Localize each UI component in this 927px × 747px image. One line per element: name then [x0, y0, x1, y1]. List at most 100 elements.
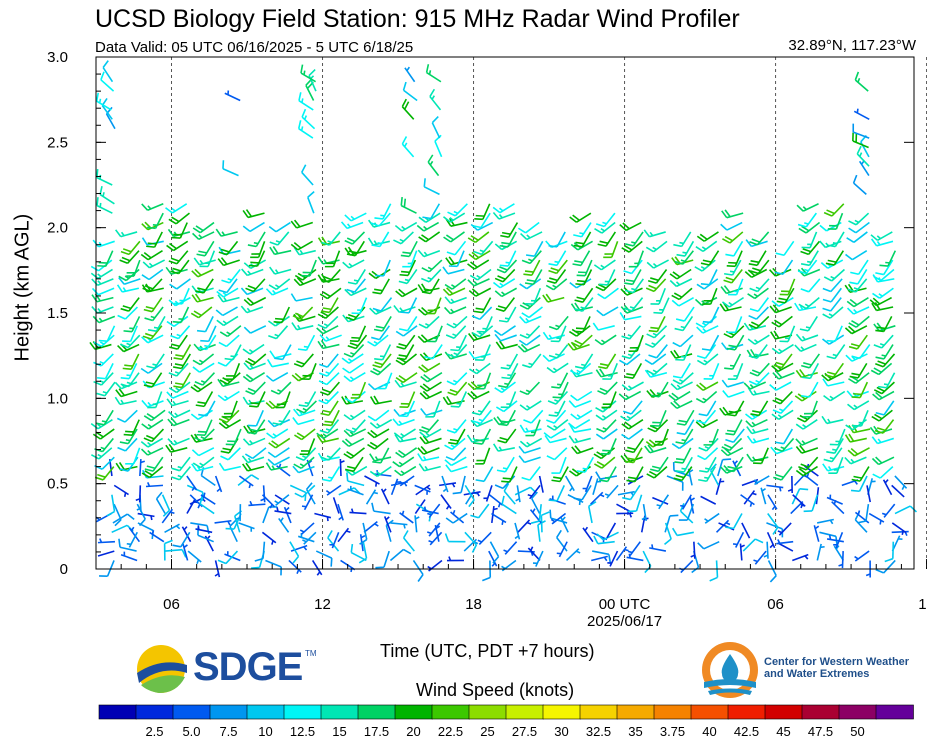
- colorbar-label-16: 42.5: [734, 724, 759, 739]
- wind-barb-917: [725, 419, 743, 436]
- wind-barb-457: [398, 400, 416, 418]
- wind-barbs: [89, 60, 918, 583]
- colorbar-segment-8: [394, 704, 433, 720]
- wind-barb-166: [196, 419, 213, 437]
- wind-barb-424: [377, 372, 393, 390]
- wind-barb-114: [182, 543, 189, 561]
- wind-barb-1097: [846, 306, 870, 315]
- wind-barb-767: [603, 241, 619, 259]
- wind-barb-75: [120, 240, 141, 256]
- wind-barb-661: [524, 269, 543, 286]
- wind-barb-498: [419, 381, 442, 392]
- wind-barb-1079: [850, 475, 868, 493]
- wind-barb-670: [560, 516, 569, 533]
- wind-barb-1075: [868, 512, 885, 525]
- wind-barb-466: [393, 305, 416, 313]
- wind-barb-705: [587, 501, 597, 524]
- wind-barb-12: [91, 447, 113, 460]
- wind-barb-738: [607, 550, 619, 567]
- wind-barb-982: [787, 475, 793, 493]
- wind-barb-468: [395, 287, 418, 298]
- wind-barb-509: [421, 278, 440, 295]
- wind-barb-39: [100, 71, 115, 92]
- wind-barb-734: [573, 231, 592, 248]
- wind-barb-490: [417, 453, 440, 462]
- wind-barb-877: [717, 458, 732, 477]
- wind-barb-595: [472, 212, 491, 229]
- wind-barb-165: [194, 428, 215, 442]
- wind-barb-786: [622, 400, 643, 415]
- wind-barb-1021: [801, 381, 819, 398]
- wind-barb-933: [724, 259, 742, 276]
- wind-barb-534: [444, 456, 467, 467]
- sdge-sun-icon: [137, 645, 187, 693]
- wind-barb-175: [198, 334, 217, 351]
- wind-barb-31: [97, 250, 114, 268]
- wind-barb-100: [142, 325, 163, 340]
- wind-barb-356: [316, 325, 339, 335]
- wind-barb-796: [623, 297, 644, 312]
- wind-barb-1121: [881, 503, 896, 518]
- colorbar-label-10: 27.5: [512, 724, 537, 739]
- wind-barb-929: [721, 296, 744, 308]
- colorbar-segment-20: [838, 704, 877, 720]
- wind-barb-858: [672, 334, 694, 348]
- wind-barb-259: [290, 544, 308, 552]
- wind-barb-857: [675, 344, 692, 361]
- y-tick-label-4: 2.0: [47, 220, 68, 237]
- wind-barb-1120: [894, 505, 918, 515]
- wind-barb-873: [704, 512, 720, 524]
- wind-barb-817: [650, 409, 667, 427]
- wind-barb-1111: [852, 132, 869, 149]
- x-tick-label-2: 18: [465, 596, 482, 613]
- wind-barb-50: [139, 458, 145, 477]
- wind-barb-667: [565, 548, 581, 562]
- wind-barb-446: [415, 503, 432, 522]
- wind-barb-513: [418, 231, 441, 243]
- wind-barb-486: [440, 494, 452, 510]
- wind-barb-542: [446, 372, 468, 386]
- wind-barb-713: [568, 435, 591, 444]
- wind-barb-676: [564, 475, 575, 492]
- colorbar-label-7: 20: [406, 724, 420, 739]
- wind-barb-40: [102, 60, 114, 83]
- wind-barb-836: [690, 541, 696, 559]
- wind-barb-17: [96, 381, 116, 397]
- wind-barb-906: [741, 522, 751, 539]
- wind-barb-753: [595, 409, 618, 421]
- wind-barb-251: [241, 268, 264, 277]
- colorbar-segment-1: [135, 704, 174, 720]
- wind-barb-109: [141, 237, 164, 246]
- wind-barb-341: [321, 466, 341, 482]
- wind-barb-140: [172, 306, 190, 324]
- wind-barb-243: [243, 362, 266, 371]
- wind-barb-680: [544, 435, 567, 444]
- wind-barb-321: [293, 247, 316, 256]
- wind-barb-985: [774, 437, 795, 452]
- wind-barb-132: [168, 381, 191, 394]
- wind-barb-528: [445, 512, 468, 524]
- wind-barb-896: [702, 287, 718, 305]
- wind-barb-913: [725, 456, 744, 473]
- wind-barb-1041: [826, 535, 844, 543]
- wind-barb-601: [514, 522, 521, 540]
- wind-barb-320: [301, 259, 317, 277]
- wind-barb-805: [649, 544, 667, 552]
- wind-barb-283: [267, 315, 290, 327]
- wind-barb-102: [144, 306, 164, 322]
- wind-barb-707: [592, 478, 602, 495]
- wind-barb-936: [722, 231, 744, 244]
- wind-barb-154: [197, 526, 214, 543]
- wind-barb-8: [113, 484, 129, 497]
- wind-barb-420: [369, 418, 393, 429]
- wind-barb-35: [96, 169, 113, 186]
- wind-barb-1060: [822, 297, 842, 312]
- wind-barb-946: [767, 494, 778, 511]
- wind-barb-958: [748, 372, 770, 386]
- wind-barb-427: [374, 344, 392, 361]
- wind-barb-798: [624, 278, 644, 294]
- wind-barb-1148: [870, 238, 894, 247]
- wind-barb-183: [193, 257, 216, 266]
- wind-barb-78: [165, 548, 187, 558]
- wind-barb-86: [141, 465, 164, 479]
